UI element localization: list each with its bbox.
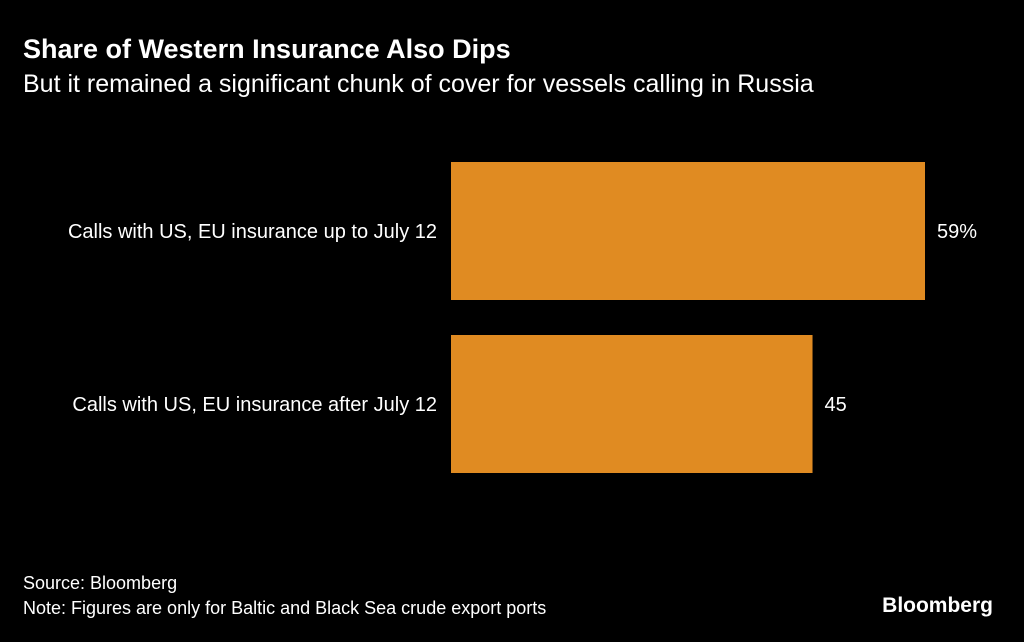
- value-label-1: 59%: [937, 221, 977, 243]
- bar-2: [451, 335, 813, 473]
- source-note: Source: Bloomberg: [23, 573, 178, 593]
- category-label-2: Calls with US, EU insurance after July 1…: [72, 394, 437, 416]
- chart-subtitle: But it remained a significant chunk of c…: [23, 70, 814, 98]
- category-label-1: Calls with US, EU insurance up to July 1…: [68, 221, 437, 243]
- chart-title: Share of Western Insurance Also Dips: [23, 34, 511, 64]
- bloomberg-logo: Bloomberg: [882, 594, 993, 617]
- bar-1: [451, 162, 925, 300]
- value-label-2: 45: [825, 394, 847, 416]
- footnote: Note: Figures are only for Baltic and Bl…: [23, 598, 547, 618]
